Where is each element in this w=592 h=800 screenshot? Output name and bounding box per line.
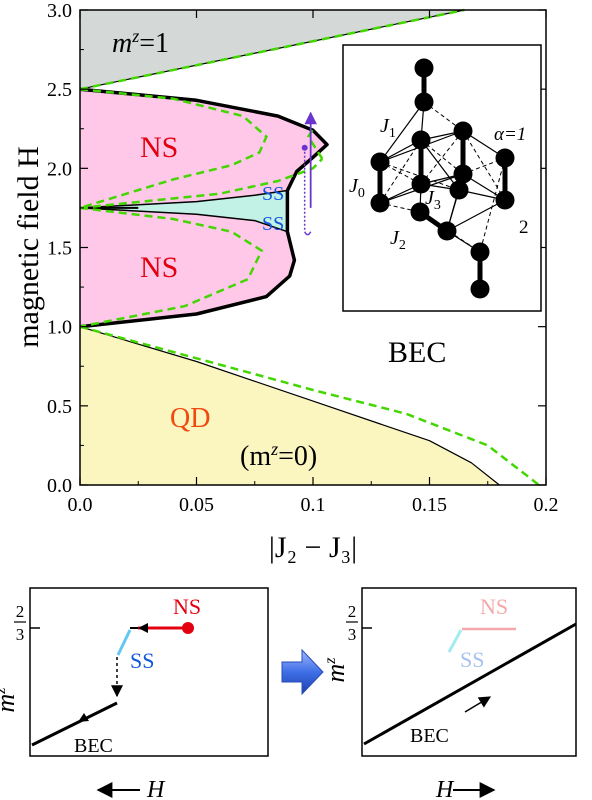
region-ss [80, 190, 288, 232]
inset-site [470, 279, 490, 299]
inset-site [453, 121, 473, 141]
panel-left-bec-line [31, 701, 118, 747]
dashed-m1 [79, 8, 465, 91]
inset-site [495, 148, 515, 168]
panel-right-bec-line [363, 622, 577, 746]
x-tick-label: 0.0 [68, 494, 93, 516]
panel-left-ylabel: mz [0, 687, 20, 713]
inset-site [437, 221, 457, 241]
x-axis-label: |J₂ − J₃| [269, 531, 357, 564]
region-label-bec: BEC [388, 336, 446, 369]
y-tick-label: 1.5 [47, 238, 72, 260]
panel-right-ss-label: SS [460, 647, 484, 672]
inset-label-j2: J2 [390, 227, 406, 253]
y-tick-label: 3.0 [47, 0, 72, 22]
y-tick-label: 1.0 [47, 317, 72, 339]
inset-site [414, 92, 434, 112]
magnetization-panel-right: 2 3 mz NS SS BEC H [321, 587, 577, 800]
x-tick-label: 0.05 [179, 494, 214, 516]
inset-sites [370, 58, 515, 299]
inset-site [411, 130, 431, 150]
inset-bond-dashed [479, 157, 506, 253]
y-axis-label: magnetic field H [12, 146, 45, 348]
region-label-ns-upper: NS [140, 131, 178, 164]
lattice-inset: J1 J0 J3 J2 α=1 2 [342, 44, 542, 312]
region-qd [80, 326, 500, 485]
panel-right-bec-arrow [464, 696, 492, 713]
panel-right-ylabel: mz [321, 657, 350, 683]
dashed-ns-upper [79, 87, 268, 210]
inset-site [449, 180, 469, 200]
inset-bond-dashed [420, 130, 464, 185]
inset-label-j0: J0 [349, 175, 365, 201]
x-tick-label: 0.15 [412, 494, 447, 516]
dashed-ns-lower [79, 206, 264, 328]
boundary-ns-upper [79, 87, 329, 192]
y-tick-label: 0.5 [47, 396, 72, 418]
panel-left-xlabel: H [146, 777, 166, 800]
dashed-qd [79, 325, 540, 486]
panel-right-ss-line [447, 629, 463, 653]
panel-right-ytick-den: 3 [348, 625, 357, 644]
y-tick-label: 2.0 [47, 158, 72, 180]
boundary-qd [79, 326, 500, 486]
inset-site [453, 164, 473, 184]
inset-frame [342, 44, 542, 312]
y-tick-label: 2.5 [47, 79, 72, 101]
panel-right-ns-label: NS [480, 594, 508, 619]
sweep-start-dot [301, 144, 308, 151]
panel-left-ytick-num: 2 [16, 602, 25, 621]
sweep-turn [303, 231, 312, 236]
panel-left-ytick-den: 3 [16, 625, 25, 644]
inset-label-alpha: α=1 [494, 124, 526, 145]
inset-label-j3: J3 [425, 187, 441, 213]
inset-bond [420, 139, 460, 191]
boundary-ns-ss-lower [79, 207, 288, 233]
region-label-ns-lower: NS [140, 251, 178, 284]
panel-right-ytick-num: 2 [348, 602, 357, 621]
inset-label-two: 2 [519, 217, 529, 238]
inset-site [370, 193, 390, 213]
field-sweep-path [301, 111, 317, 236]
boundary-ns-ss-upper [79, 189, 288, 209]
inset-site [410, 202, 430, 222]
phase-boundaries [79, 8, 540, 486]
region-label-qd-magnetization: (mz=0) [240, 439, 317, 472]
y-tick-label: 0.0 [47, 475, 72, 497]
panel-right-xlabel: H [435, 777, 455, 800]
panel-left-ns-dot [182, 622, 194, 634]
region-label-m1: mz=1 [112, 26, 169, 59]
inset-site [495, 190, 515, 210]
axis-ticks: 0.0 0.05 0.1 0.15 0.2 0.0 0.5 1.0 1.5 2.0 2.5 3.0 [47, 0, 559, 516]
x-tick-label: 0.1 [301, 494, 326, 516]
inset-label-j1: J1 [380, 115, 396, 141]
inset-site [470, 242, 490, 262]
panel-right-frame [361, 587, 577, 757]
dashed-ss [79, 157, 324, 210]
inset-bond [379, 101, 425, 163]
panel-right-bec-label: BEC [410, 725, 449, 747]
region-label-ss-upper: SS [262, 183, 284, 205]
region-label-ss-lower: SS [262, 213, 284, 235]
panel-left-ss-line [116, 629, 132, 656]
transition-arrow [281, 648, 324, 696]
panel-left-ss-label: SS [130, 648, 154, 673]
inset-site [411, 174, 431, 194]
panel-left-ns-label: NS [173, 594, 201, 619]
inset-bond-dashed [379, 139, 422, 204]
panel-left-bec-label: BEC [74, 735, 113, 757]
inset-bond [446, 199, 506, 232]
inset-site [414, 58, 434, 78]
region-fills [80, 10, 500, 485]
inset-site [370, 152, 390, 172]
x-tick-label: 0.2 [534, 494, 559, 516]
region-label-qd: QD [170, 403, 210, 434]
magnetization-panel-left: 2 3 mz NS SS BEC H [0, 587, 269, 800]
